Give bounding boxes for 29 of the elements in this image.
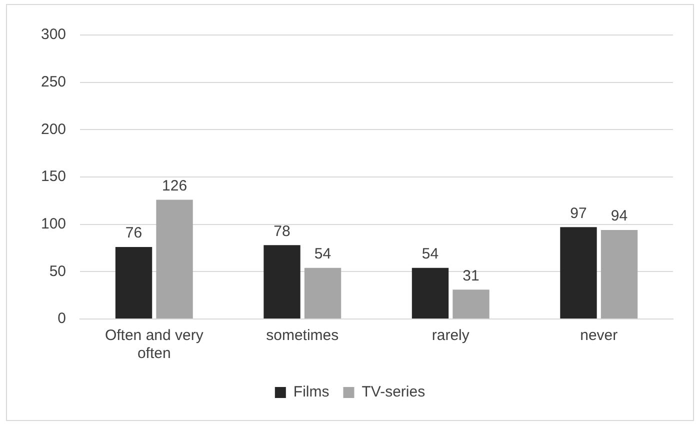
y-tick-label: 100 <box>40 215 66 232</box>
y-tick-label: 300 <box>40 26 66 44</box>
bar <box>156 200 193 318</box>
bar <box>560 227 597 318</box>
bar <box>412 268 449 318</box>
y-tick-label: 200 <box>40 120 66 138</box>
data-label: 54 <box>314 246 332 263</box>
y-tick-label: 0 <box>58 310 66 328</box>
bar <box>600 230 638 318</box>
data-label: 126 <box>162 177 188 194</box>
y-tick-label: 150 <box>40 168 66 186</box>
bar <box>264 245 300 318</box>
data-label: 78 <box>274 222 290 240</box>
data-label: 31 <box>462 267 480 284</box>
data-label: 54 <box>422 246 439 263</box>
bar <box>115 247 152 318</box>
bar <box>452 290 490 318</box>
data-label: 94 <box>610 208 628 225</box>
x-tick-label: sometimes <box>266 327 339 344</box>
data-label: 97 <box>570 204 587 222</box>
x-tick-label: Often and very often <box>104 327 204 362</box>
y-tick-label: 250 <box>40 73 66 90</box>
x-tick-label: never <box>580 327 618 344</box>
y-tick-label: 50 <box>49 262 66 280</box>
bar <box>304 268 342 318</box>
data-label: 76 <box>125 224 142 242</box>
legend-label: Films <box>293 384 330 401</box>
legend-label: TV-series <box>362 384 426 401</box>
x-tick-label: rarely <box>432 327 470 344</box>
